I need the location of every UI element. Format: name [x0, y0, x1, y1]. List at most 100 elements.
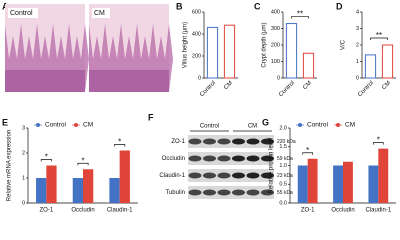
significance-bracket [40, 159, 52, 162]
blot-strip [188, 152, 274, 165]
y-tick-label: 1.0 [279, 163, 287, 169]
blot-band [232, 138, 245, 145]
y-axis-title: V/C [341, 39, 347, 50]
blot-band [188, 155, 202, 162]
image-label-box [92, 8, 110, 18]
y-tick-label: 3 [356, 26, 359, 32]
blot-band [261, 155, 274, 162]
protein-label: Claudin-1 [159, 173, 185, 179]
axes [282, 12, 317, 79]
y-tick-label: 100 [271, 59, 280, 65]
y-tick-label: 0 [356, 75, 359, 81]
y-tick-label: 300 [271, 26, 280, 32]
y-axis-title: Relative mRNA expression [7, 130, 13, 201]
blot-band [217, 155, 231, 162]
y-tick-label: 0.5 [279, 182, 287, 188]
y-tick-label: 2 [22, 150, 25, 156]
bar [285, 23, 298, 79]
y-tick-label: 1.5 [279, 144, 287, 150]
blot-band [203, 138, 216, 145]
bar [381, 44, 394, 79]
size-label: 59 kDa [277, 156, 293, 162]
blot-band [203, 172, 216, 179]
blot-band [246, 138, 260, 145]
blot-strip [188, 186, 274, 199]
y-tick-label: 0 [22, 200, 25, 206]
significance: ** [297, 10, 303, 19]
protein-label: ZO-1 [171, 139, 185, 145]
significance-bracket [114, 144, 126, 147]
blot-band [232, 155, 245, 162]
bar [343, 161, 353, 203]
x-tick-label: Claudin-1 [107, 208, 133, 214]
y-tick-label: 2.0 [279, 125, 287, 131]
significance-bracket [291, 16, 309, 19]
protein-label: Occludin [162, 156, 185, 162]
blot-strip [188, 135, 274, 148]
bar [109, 178, 120, 203]
blot-strip [188, 169, 274, 182]
x-tick-label: ZO-1 [301, 208, 315, 214]
blot-band [217, 189, 231, 196]
bar [297, 165, 308, 203]
blot-group: Control [200, 124, 219, 130]
blot-band [246, 189, 260, 196]
blot-band [261, 138, 274, 145]
y-tick-label: 200 [192, 53, 201, 59]
x-tick-label: Claudin-1 [365, 208, 391, 214]
blot-band [188, 172, 202, 179]
bar [83, 169, 94, 203]
bar [307, 158, 318, 203]
blot-band [232, 172, 245, 179]
x-tick-label: Occludin [331, 208, 354, 214]
y-tick-label: 3 [22, 125, 25, 131]
x-tick-label: CM [302, 80, 313, 91]
panel-label: F [148, 112, 154, 122]
size-label: 55 kDa [277, 190, 293, 196]
legend-label: Control [45, 122, 67, 129]
significance-bracket [302, 152, 313, 155]
blot-band [203, 189, 216, 196]
y-tick-label: 0.0 [279, 200, 287, 206]
significance: * [118, 138, 121, 147]
blot-band [203, 155, 216, 162]
y-tick-label: 2 [356, 42, 359, 48]
y-tick-label: 600 [192, 9, 201, 15]
x-tick-label: Control [199, 80, 217, 98]
bar [119, 150, 130, 203]
blot-band [188, 189, 202, 196]
panel-label: G [262, 117, 269, 127]
y-tick-label: 1 [22, 175, 25, 181]
blot-band [246, 155, 260, 162]
protein-label: Tubulin [166, 190, 185, 196]
y-axis-title: Crypt depth (μm) [262, 22, 268, 67]
bar [302, 52, 315, 79]
bar [36, 178, 47, 203]
blot-band [217, 138, 231, 145]
y-axis-title: Relative protein level [269, 138, 275, 194]
x-tick-label: CM [223, 80, 234, 91]
bar [333, 165, 343, 203]
tissue-base [89, 70, 169, 92]
blot-band [246, 172, 260, 179]
panel-label: B [176, 1, 183, 11]
blot-band [232, 189, 245, 196]
image-label: Control [10, 10, 33, 17]
x-tick-label: Control [357, 80, 375, 98]
size-label: 220 kDa [277, 139, 296, 145]
significance-bracket [370, 37, 388, 40]
blot-band [261, 172, 274, 179]
legend-label: CM [83, 122, 93, 129]
tissue-base [5, 70, 85, 92]
panel-label: D [336, 1, 343, 11]
x-tick-label: ZO-1 [39, 208, 53, 214]
y-tick-label: 0 [277, 75, 280, 81]
y-tick-label: 0 [198, 75, 201, 81]
bar [378, 148, 389, 203]
blot-group: CM [248, 124, 257, 130]
bar [206, 26, 219, 79]
significance-bracket [77, 162, 89, 166]
significance-bracket [373, 142, 384, 145]
image-label-box [8, 8, 38, 18]
